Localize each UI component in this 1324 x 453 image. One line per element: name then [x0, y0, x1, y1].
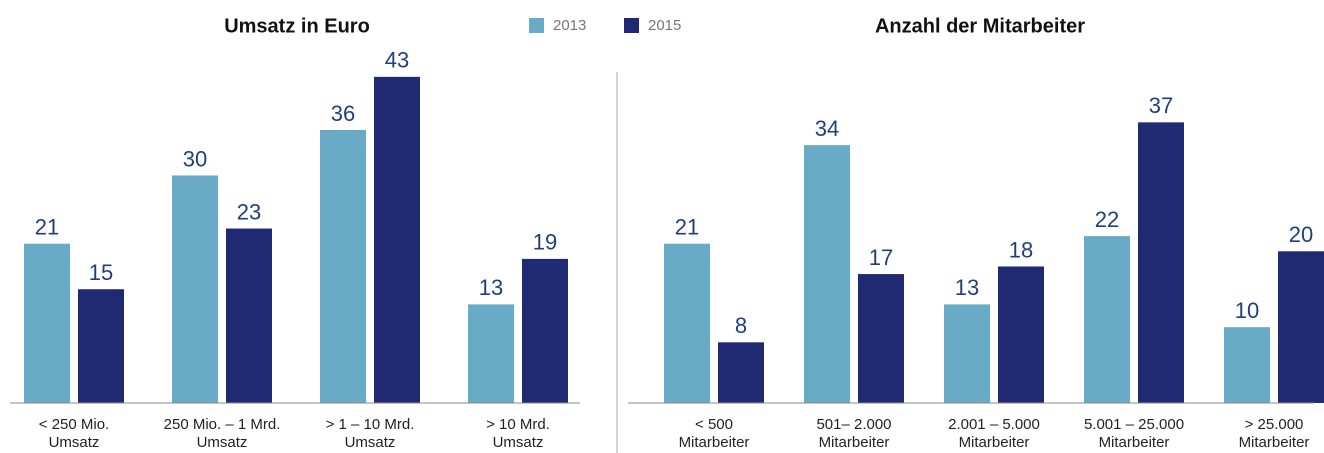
x-tick-label: Mitarbeiter — [1099, 434, 1170, 451]
value-label: 10 — [1235, 298, 1259, 323]
x-tick-label: 2.001 – 5.000 — [948, 416, 1040, 433]
bar — [718, 342, 764, 403]
bar — [226, 228, 272, 403]
legend-label: 2015 — [648, 17, 681, 34]
bar — [172, 175, 218, 403]
value-label: 30 — [183, 146, 207, 171]
value-label: 21 — [675, 215, 699, 240]
bar — [804, 145, 850, 403]
legend-label: 2013 — [553, 17, 586, 34]
x-tick-label: Umsatz — [345, 434, 396, 451]
value-label: 8 — [735, 313, 747, 338]
x-tick-label: 501– 2.000 — [816, 416, 891, 433]
value-label: 17 — [869, 245, 893, 270]
value-label: 37 — [1149, 93, 1173, 118]
bar — [78, 289, 124, 403]
x-tick-label: Umsatz — [49, 434, 100, 451]
legend-swatch — [624, 18, 639, 33]
value-label: 20 — [1289, 222, 1313, 247]
value-label: 36 — [331, 101, 355, 126]
value-label: 19 — [533, 230, 557, 255]
bar — [664, 243, 710, 403]
value-label: 13 — [479, 275, 503, 300]
bar — [1278, 251, 1324, 403]
value-label: 21 — [35, 215, 59, 240]
bar — [522, 258, 568, 403]
value-label: 23 — [237, 199, 261, 224]
x-tick-label: Umsatz — [493, 434, 544, 451]
value-label: 15 — [89, 260, 113, 285]
bar — [1084, 236, 1130, 403]
x-tick-label: Umsatz — [197, 434, 248, 451]
value-label: 13 — [955, 275, 979, 300]
x-tick-label: Mitarbeiter — [1239, 434, 1310, 451]
x-tick-label: > 10 Mrd. — [486, 416, 550, 433]
x-tick-label: > 1 – 10 Mrd. — [326, 416, 415, 433]
x-tick-label: Mitarbeiter — [819, 434, 890, 451]
chart-title: Anzahl der Mitarbeiter — [875, 15, 1085, 37]
chart-title: Umsatz in Euro — [224, 15, 370, 37]
x-tick-label: 250 Mio. – 1 Mrd. — [164, 416, 281, 433]
x-tick-label: < 250 Mio. — [39, 416, 109, 433]
bar — [858, 274, 904, 403]
bar — [1138, 122, 1184, 403]
bar — [468, 304, 514, 403]
x-tick-label: > 25.000 — [1245, 416, 1304, 433]
legend-swatch — [529, 18, 544, 33]
bar — [374, 76, 420, 403]
x-tick-label: < 500 — [695, 416, 733, 433]
value-label: 22 — [1095, 207, 1119, 232]
bar — [1224, 327, 1270, 403]
bar — [998, 266, 1044, 403]
x-tick-label: Mitarbeiter — [959, 434, 1030, 451]
bar — [944, 304, 990, 403]
value-label: 34 — [815, 116, 839, 141]
x-tick-label: Mitarbeiter — [679, 434, 750, 451]
x-tick-label: 5.001 – 25.000 — [1084, 416, 1184, 433]
bar — [24, 243, 70, 403]
value-label: 43 — [385, 48, 409, 73]
value-label: 18 — [1009, 237, 1033, 262]
bar — [320, 129, 366, 403]
